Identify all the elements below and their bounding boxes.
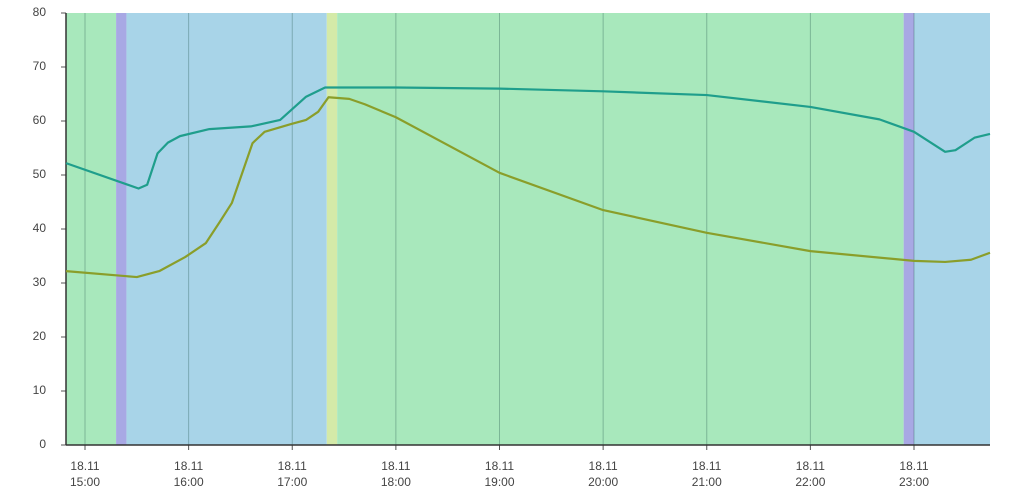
y-tick-label: 0 [39,437,46,451]
x-tick-label: 18.11 22:00 [795,459,826,489]
line [65,86,991,190]
y-tick-label: 40 [33,221,47,235]
band [337,13,904,445]
x-tick-label: 18.11 19:00 [484,459,515,489]
x-tick-label: 18.11 20:00 [588,459,619,489]
y-tick-label: 70 [33,59,47,73]
x-tick-label: 18.11 18:00 [380,459,411,489]
band [903,13,915,445]
x-tick-label: 18.11 17:00 [277,459,308,489]
x-tick-label: 18.11 15:00 [69,459,100,489]
x-tick-label: 18.11 23:00 [898,459,930,489]
band [326,13,338,445]
band [116,13,127,445]
y-tick-label: 10 [33,383,47,397]
y-tick-label: 80 [33,5,47,19]
y-tick-label: 60 [33,113,47,127]
band [914,13,990,445]
x-tick-label: 18.11 16:00 [173,459,204,489]
y-tick-label: 50 [33,167,47,181]
x-tick-label: 18.11 21:00 [691,459,722,489]
band [66,13,117,445]
y-tick-label: 20 [33,329,47,343]
band [126,13,327,445]
line [65,96,991,279]
y-tick-label: 30 [33,275,47,289]
